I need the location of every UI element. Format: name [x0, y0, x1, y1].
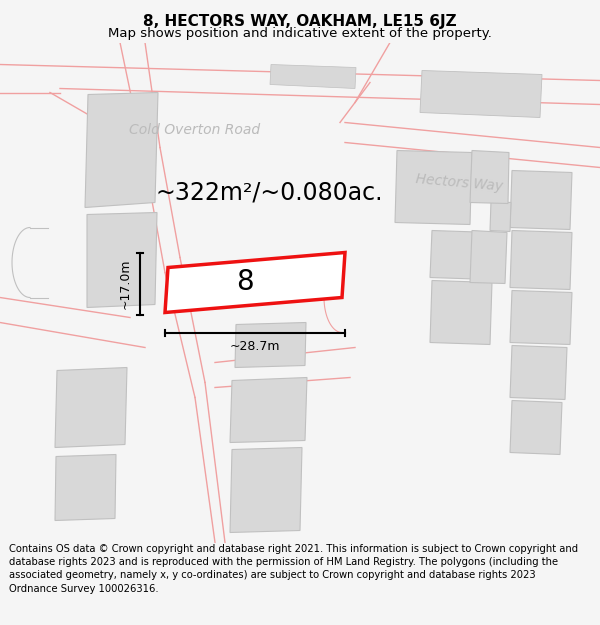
Polygon shape — [430, 281, 492, 344]
Text: Map shows position and indicative extent of the property.: Map shows position and indicative extent… — [108, 28, 492, 40]
Polygon shape — [470, 231, 507, 284]
Text: ~322m²/~0.080ac.: ~322m²/~0.080ac. — [155, 181, 383, 204]
Text: Contains OS data © Crown copyright and database right 2021. This information is : Contains OS data © Crown copyright and d… — [9, 544, 578, 594]
Text: Hectors Way: Hectors Way — [415, 172, 503, 193]
Text: Cold Overton Road: Cold Overton Road — [130, 122, 260, 136]
Text: 8: 8 — [236, 269, 254, 296]
Polygon shape — [85, 92, 158, 208]
Polygon shape — [395, 151, 472, 224]
Polygon shape — [510, 346, 567, 399]
Text: ~28.7m: ~28.7m — [230, 340, 280, 353]
Text: 8, HECTORS WAY, OAKHAM, LE15 6JZ: 8, HECTORS WAY, OAKHAM, LE15 6JZ — [143, 14, 457, 29]
Polygon shape — [510, 231, 572, 289]
Polygon shape — [510, 171, 572, 229]
Polygon shape — [55, 454, 116, 521]
Polygon shape — [470, 151, 509, 204]
Polygon shape — [230, 448, 302, 532]
Polygon shape — [87, 213, 157, 308]
Polygon shape — [235, 322, 306, 368]
Polygon shape — [420, 71, 542, 118]
Polygon shape — [55, 368, 127, 448]
Text: ~17.0m: ~17.0m — [119, 258, 132, 309]
Polygon shape — [270, 64, 356, 89]
Polygon shape — [430, 231, 492, 279]
Polygon shape — [490, 201, 511, 231]
Polygon shape — [165, 253, 345, 312]
Polygon shape — [510, 291, 572, 344]
Polygon shape — [510, 401, 562, 454]
Polygon shape — [230, 378, 307, 442]
